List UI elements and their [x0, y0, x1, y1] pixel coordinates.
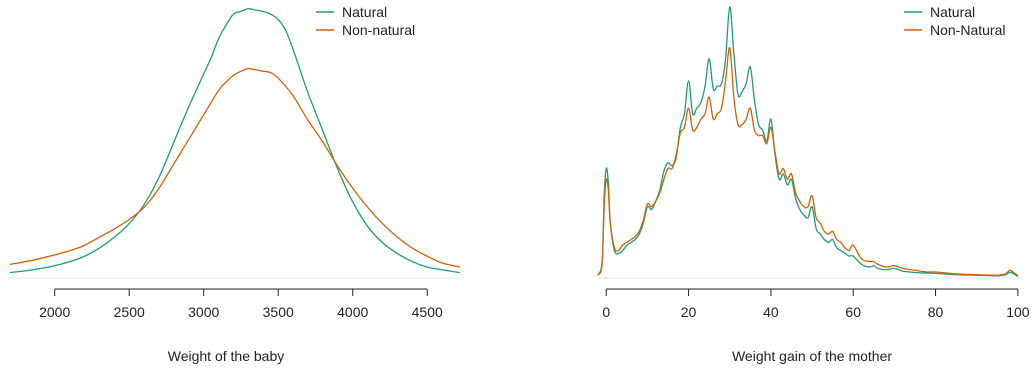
chart-baby-weight: 2000 2500 3000 3500 4000 4500 Weight of the b… — [9, 4, 461, 364]
series-line-non-natural — [9, 67, 461, 268]
x-axis-title-baby-weight: Weight of the baby — [168, 348, 284, 364]
x-axis-mother-weight-gain: 0 20 40 60 80 100 — [602, 288, 1030, 320]
series-line-natural — [9, 8, 461, 274]
x-tick-label: 3500 — [263, 304, 294, 320]
legend-label: Natural — [930, 4, 975, 20]
x-axis-title-mother-weight-gain: Weight gain of the mother — [732, 348, 892, 364]
x-tick-label: 80 — [928, 304, 944, 320]
legend-baby-weight: Natural Non-natural — [316, 4, 415, 38]
legend-label: Natural — [342, 4, 387, 20]
chart-mother-weight-gain: 0 20 40 60 80 100 Weight gain of the mother N… — [597, 4, 1030, 364]
x-axis-baby-weight: 2000 2500 3000 3500 4000 4500 — [39, 288, 443, 320]
x-tick-label: 20 — [681, 304, 697, 320]
x-tick-label: 4000 — [337, 304, 368, 320]
x-tick-label: 2500 — [114, 304, 145, 320]
x-tick-label: 4500 — [412, 304, 443, 320]
series-line-non-natural — [597, 47, 1019, 277]
legend-label: Non-Natural — [930, 22, 1005, 38]
series-line-natural — [597, 6, 1019, 278]
x-tick-label: 60 — [845, 304, 861, 320]
plot-area-mother-weight-gain — [597, 6, 1022, 279]
x-tick-label: 40 — [763, 304, 779, 320]
x-tick-label: 2000 — [39, 304, 70, 320]
x-tick-label: 3000 — [188, 304, 219, 320]
plot-area-baby-weight — [9, 8, 461, 279]
x-tick-label: 100 — [1006, 304, 1030, 320]
legend-mother-weight-gain: Natural Non-Natural — [904, 4, 1005, 38]
x-tick-label: 0 — [602, 304, 610, 320]
legend-label: Non-natural — [342, 22, 415, 38]
